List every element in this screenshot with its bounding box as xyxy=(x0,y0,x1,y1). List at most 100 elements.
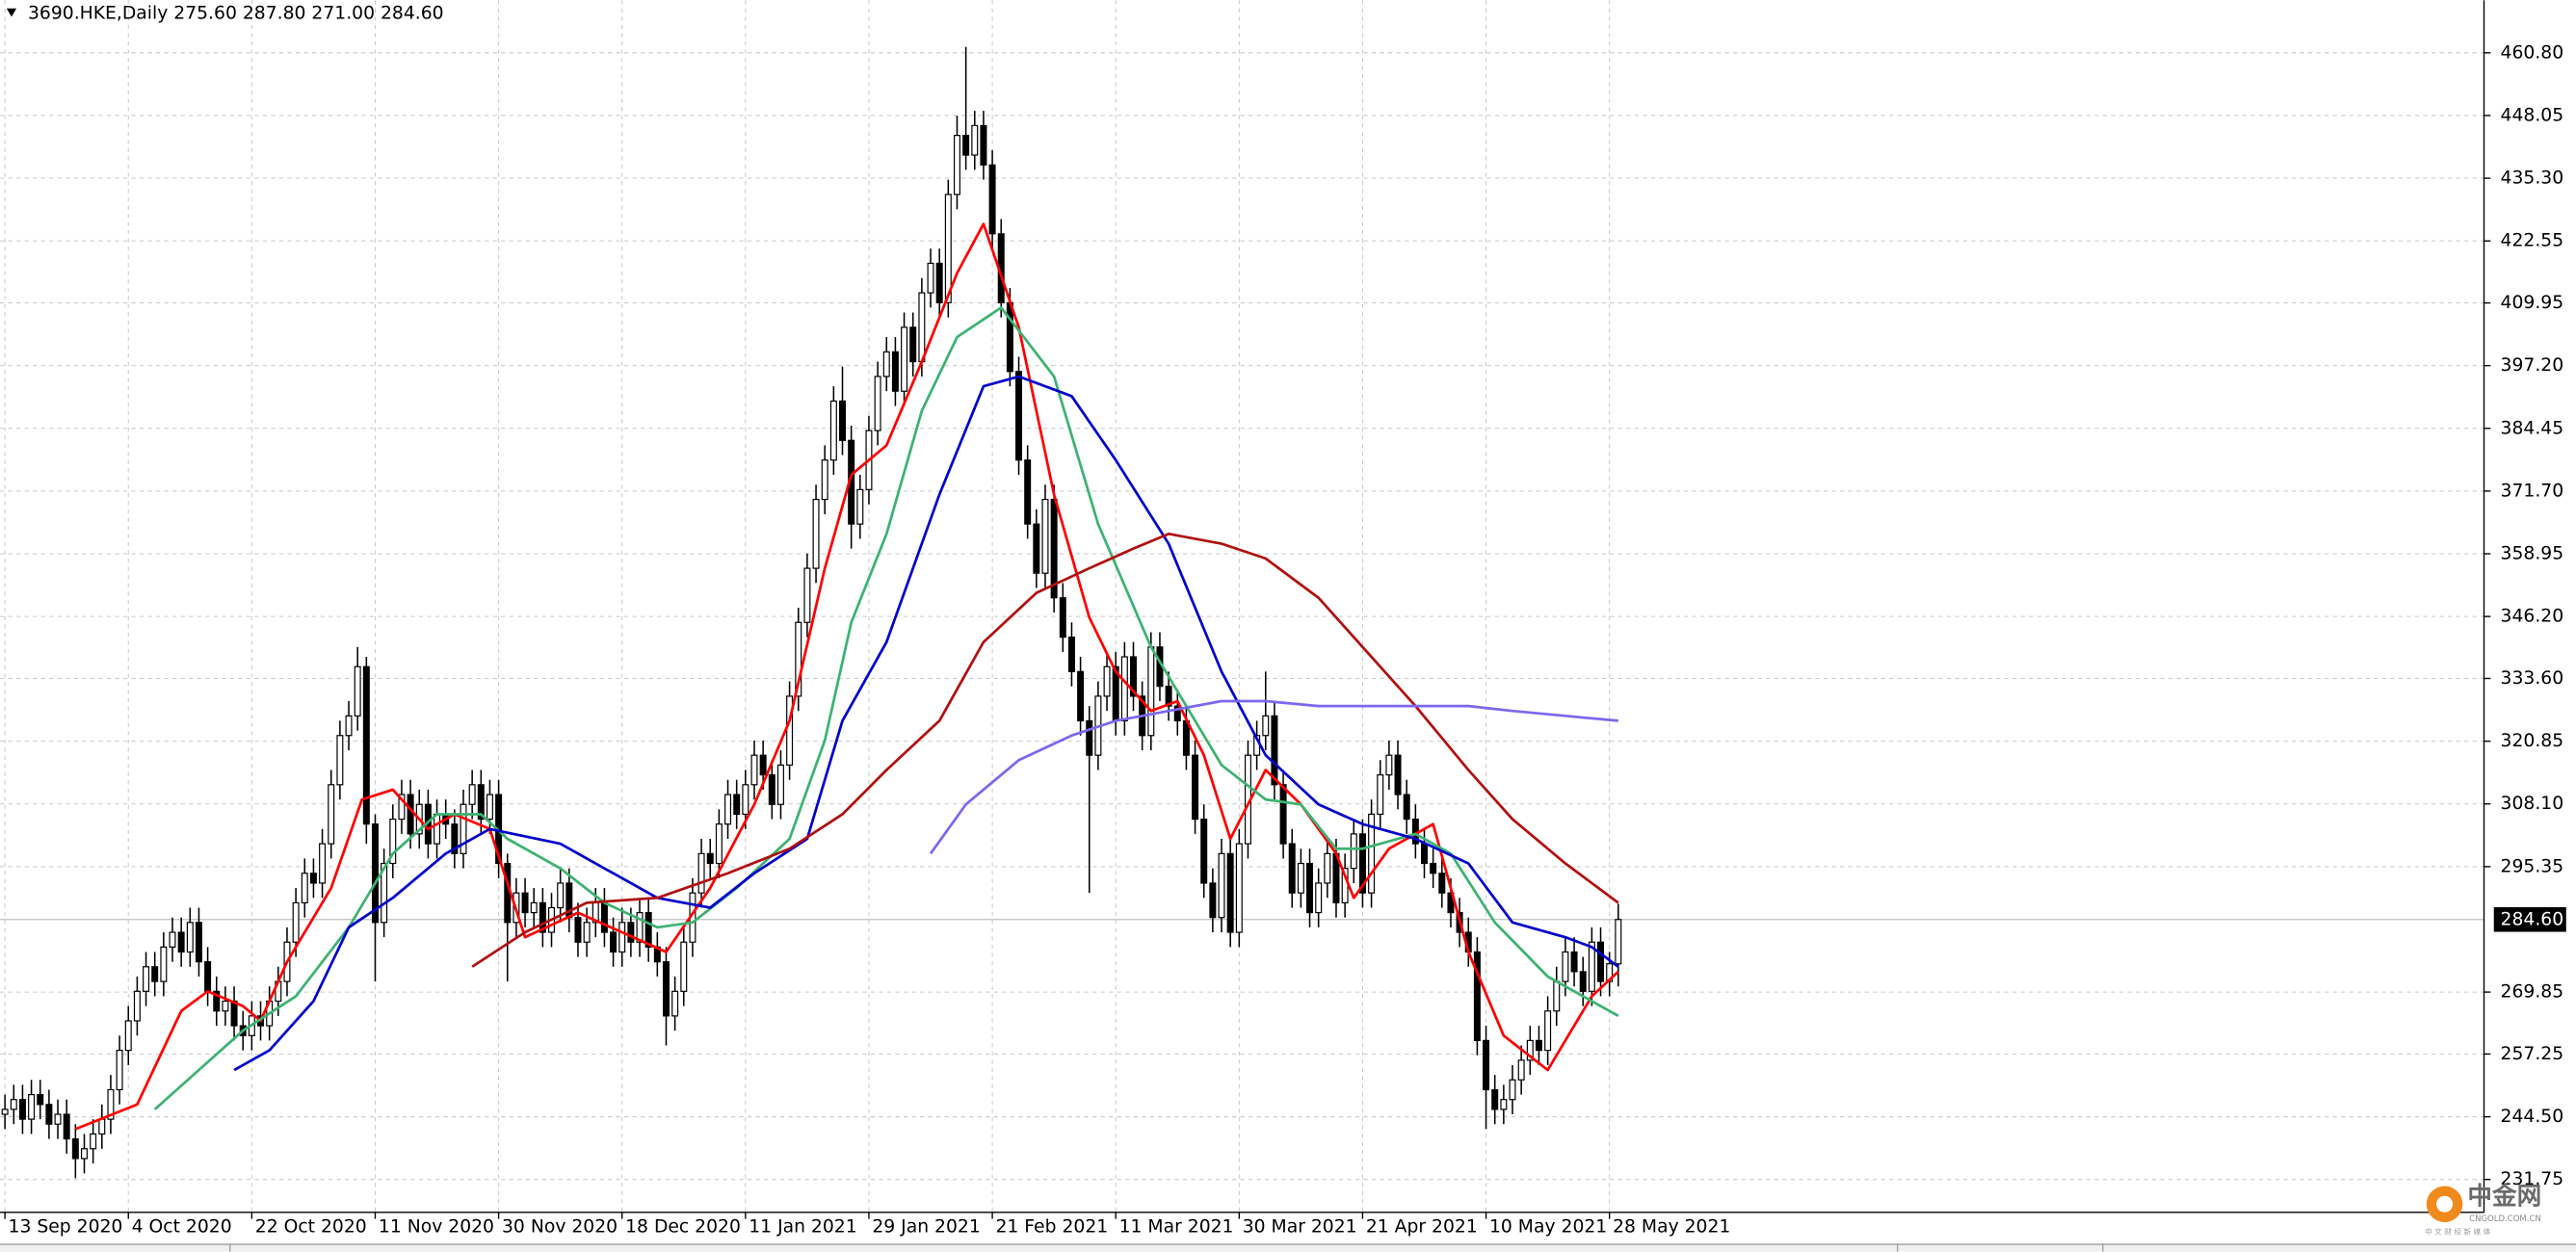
y-tick-label: 308.10 xyxy=(2501,794,2564,814)
candle-body xyxy=(1192,754,1199,821)
candle-body xyxy=(98,1118,106,1135)
candle-body xyxy=(1324,852,1331,884)
candle-body xyxy=(309,873,317,884)
candle-body xyxy=(627,922,635,943)
y-tick-label: 384.45 xyxy=(2501,418,2564,438)
watermark-slogan: 中 文 财 经 新 媒 体 xyxy=(2425,1226,2491,1236)
watermark-logo-inner xyxy=(2436,1195,2454,1213)
candle-body xyxy=(362,665,370,825)
candle-body xyxy=(680,941,688,992)
candle-body xyxy=(345,715,353,737)
candle-body xyxy=(1,1109,9,1115)
candle-body xyxy=(874,376,881,431)
candle-body xyxy=(539,901,546,933)
y-tick-label: 371.70 xyxy=(2501,481,2564,501)
candle-body xyxy=(460,803,467,854)
candle-body xyxy=(124,1020,132,1052)
candle-body xyxy=(530,901,538,914)
candle-body xyxy=(389,818,397,865)
candle-body xyxy=(204,961,212,992)
candle-body xyxy=(186,922,194,953)
candle-body xyxy=(160,946,168,982)
y-tick-label: 460.80 xyxy=(2501,42,2564,63)
candle-body xyxy=(381,862,388,924)
candle-body xyxy=(45,1104,53,1125)
candle-body xyxy=(1147,646,1155,737)
candle-body xyxy=(63,1113,70,1140)
candle-body xyxy=(477,784,485,821)
candle-body xyxy=(336,735,344,786)
candle-body xyxy=(909,326,917,363)
menu-triangle[interactable] xyxy=(6,8,17,17)
candle-body xyxy=(28,1093,36,1120)
candle-body xyxy=(1279,784,1287,845)
candle-body xyxy=(1015,371,1023,461)
candle-body xyxy=(901,326,908,392)
candle-body xyxy=(1165,686,1172,707)
candle-body xyxy=(557,882,565,909)
candle-body xyxy=(1033,523,1040,574)
candle-body xyxy=(1226,852,1234,933)
candle-body xyxy=(962,135,970,156)
moving-average-line xyxy=(471,532,1619,968)
candle-body xyxy=(600,901,608,933)
y-tick-label: 295.35 xyxy=(2501,856,2564,876)
y-tick-label: 346.20 xyxy=(2501,607,2564,627)
candle-body xyxy=(839,400,847,441)
watermark: 中金网 CNGOLD.COM.CN 中 文 财 经 新 媒 体 xyxy=(2425,1181,2541,1236)
candle-body xyxy=(1306,862,1314,914)
candle-body xyxy=(1050,498,1058,599)
candle-body xyxy=(1615,919,1622,965)
x-tick-label: 21 Apr 2021 xyxy=(1366,1217,1478,1238)
y-tick-label: 397.20 xyxy=(2501,355,2564,376)
x-tick-label: 11 Nov 2020 xyxy=(379,1217,494,1238)
x-tick-label: 21 Feb 2021 xyxy=(995,1217,1108,1238)
candle-body xyxy=(1315,882,1323,914)
candle-body xyxy=(935,262,943,303)
candle-body xyxy=(750,754,758,786)
candle-body xyxy=(1358,833,1366,894)
candle-body xyxy=(1579,971,1587,992)
candle-body xyxy=(107,1088,115,1120)
candle-body xyxy=(407,794,414,835)
candle-body xyxy=(1059,597,1066,639)
current-price-box xyxy=(2493,906,2566,932)
candle-body xyxy=(856,488,864,525)
plot-layer xyxy=(1,46,1622,1179)
candle-body xyxy=(644,912,652,948)
candle-body xyxy=(1173,705,1181,722)
y-tick-label: 435.30 xyxy=(2501,169,2564,189)
candle-body xyxy=(80,1148,88,1160)
moving-average-line xyxy=(929,699,1618,855)
y-tick-label: 333.60 xyxy=(2501,668,2564,689)
candle-body xyxy=(1218,852,1225,919)
candle-body xyxy=(468,784,476,805)
candle-body xyxy=(803,567,811,623)
y-tick-label: 409.95 xyxy=(2501,293,2564,313)
candle-body xyxy=(724,794,732,825)
candle-body xyxy=(116,1050,123,1091)
candle-body xyxy=(1271,715,1278,786)
current-price-label: 284.60 xyxy=(2501,909,2564,929)
candle-body xyxy=(1235,843,1243,933)
candle-body xyxy=(1120,656,1128,722)
candle-body xyxy=(90,1133,97,1150)
candle-body xyxy=(882,351,890,378)
candle-body xyxy=(1006,301,1013,373)
candle-body xyxy=(610,931,618,953)
candle-body xyxy=(328,784,335,845)
candle-body xyxy=(319,843,327,884)
candle-body xyxy=(980,124,987,166)
candle-body xyxy=(733,794,741,816)
candle-body xyxy=(636,912,644,943)
candle-body xyxy=(1570,951,1578,973)
candle-body xyxy=(71,1137,79,1160)
candle-body xyxy=(1473,951,1481,1042)
candle-body xyxy=(1077,670,1085,722)
candle-body xyxy=(1588,941,1595,992)
candle-body xyxy=(1430,862,1437,874)
candle-body xyxy=(759,754,767,776)
y-tick-label: 269.85 xyxy=(2501,982,2564,1003)
candle-body xyxy=(574,917,582,943)
candle-body xyxy=(1024,459,1032,525)
